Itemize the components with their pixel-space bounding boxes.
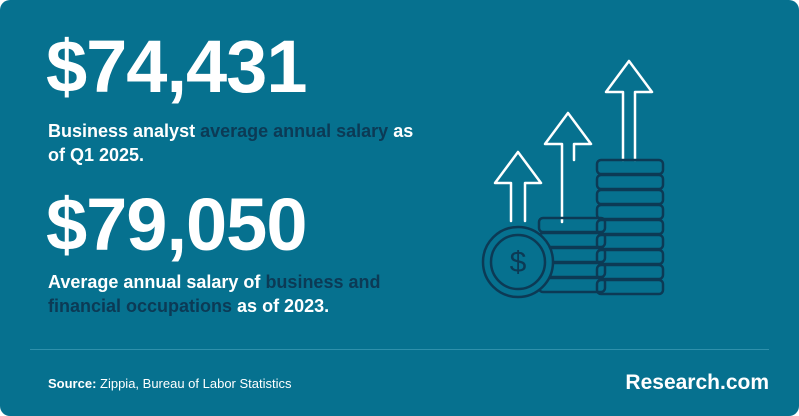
stat-value-business-analyst: $74,431 — [46, 25, 307, 108]
stat-description-link[interactable]: average annual salary — [200, 121, 389, 141]
coin-stacks-icon — [481, 158, 665, 299]
stat-description-link[interactable]: business and financial occupations — [48, 272, 381, 316]
stat-description-text: as of 2023. — [232, 296, 330, 316]
stat-value-business-financial: $79,050 — [46, 183, 307, 266]
stat-description-text: Business analyst — [48, 121, 201, 141]
dollar-sign-icon: $ — [510, 246, 527, 279]
arrows-icon — [493, 59, 654, 224]
stat-description-business-financial: Average annual salary of business and fi… — [48, 270, 428, 318]
stat-description-text: as of Q1 2025. — [48, 121, 414, 165]
salary-growth-icon: $ — [481, 59, 665, 299]
stat-description-business-analyst: Business analyst average annual salary a… — [48, 119, 428, 167]
footer-divider — [30, 349, 769, 350]
stat-description-text: Average annual salary of — [48, 272, 266, 292]
source-label: Source: — [48, 376, 97, 391]
source-citation: Source: Zippia, Bureau of Labor Statisti… — [48, 376, 292, 392]
brand-logo[interactable]: Research.com — [625, 371, 769, 394]
source-text: Zippia, Bureau of Labor Statistics — [96, 376, 292, 391]
